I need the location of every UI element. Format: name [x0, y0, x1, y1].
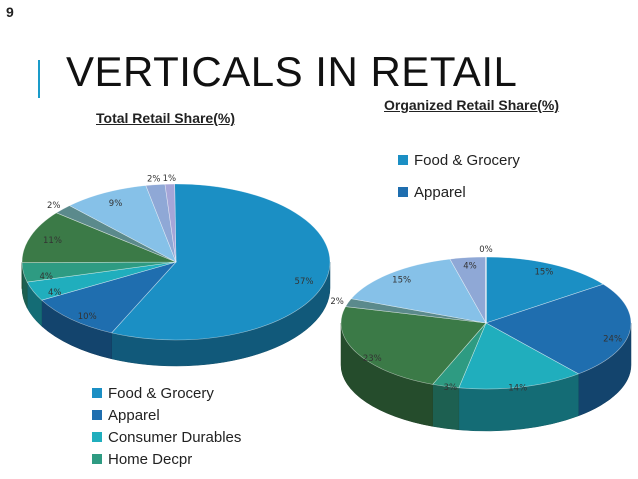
- legend-label: Food & Grocery: [108, 384, 214, 402]
- legend-item: Apparel: [92, 404, 241, 426]
- legend-total: Food & Grocery Apparel Consumer Durables Ho…: [92, 382, 241, 470]
- legend-organized: Food & Grocery Apparel: [398, 144, 520, 208]
- chart-title-organized: Organized Retail Share(%): [384, 97, 560, 113]
- pie-slice: [68, 185, 177, 263]
- legend-label: Apparel: [108, 406, 160, 424]
- data-label: 4%: [48, 288, 62, 298]
- legend-label: Consumer Durables: [108, 428, 242, 446]
- data-label: 2%: [47, 201, 61, 211]
- legend-swatch: [92, 454, 102, 464]
- legend-swatch: [398, 187, 408, 197]
- data-label: 0%: [479, 245, 493, 255]
- data-label: 15%: [534, 267, 553, 277]
- data-label: 2%: [330, 297, 344, 307]
- data-label: 14%: [508, 384, 527, 394]
- legend-item: Consumer Durables: [92, 426, 241, 448]
- pie-slice: [111, 183, 331, 341]
- legend-item: Food & Grocery: [398, 144, 520, 176]
- legend-item: Home Decpr: [92, 448, 241, 470]
- pie-slice: [21, 212, 177, 263]
- legend-swatch: [92, 410, 102, 420]
- pie-slice: [350, 258, 487, 324]
- data-label: 57%: [295, 277, 314, 287]
- legend-item: Food & Grocery: [92, 382, 241, 404]
- legend-swatch: [92, 432, 102, 442]
- pie-slice: [485, 256, 605, 324]
- legend-swatch: [398, 155, 408, 165]
- data-label: 4%: [40, 272, 54, 282]
- pie-slice: [485, 283, 632, 375]
- data-label: 1%: [163, 174, 177, 184]
- pie-slice: [458, 322, 580, 390]
- pie-slice: [41, 261, 177, 334]
- data-label: 9%: [109, 199, 123, 209]
- pie-slice: [164, 183, 177, 263]
- title-accent-bar: [38, 60, 40, 98]
- page-title: VERTICALS IN RETAIL: [66, 48, 518, 95]
- slide-number: 9: [6, 4, 14, 20]
- data-label: 2%: [147, 175, 161, 185]
- legend-item: Apparel: [398, 176, 520, 208]
- pie-chart-organized: 15% 24% 14% 3% 23% 2% 15% 4%0%: [330, 245, 632, 432]
- legend-label: Home Decpr: [108, 450, 193, 468]
- pie-slice: [340, 306, 487, 385]
- legend-swatch: [92, 388, 102, 398]
- data-label: 10%: [78, 312, 97, 322]
- data-label: 4%: [463, 261, 477, 271]
- data-label: 11%: [43, 236, 62, 246]
- data-label: 24%: [603, 335, 622, 345]
- chart-title-total: Total Retail Share(%): [96, 110, 235, 126]
- data-label: 15%: [392, 275, 411, 285]
- pie-chart-total: 57%10%4%4%11%2% 9%2% 1%: [21, 174, 331, 367]
- legend-label: Apparel: [414, 183, 466, 201]
- legend-label: Food & Grocery: [414, 151, 520, 169]
- data-label: 23%: [363, 354, 382, 364]
- data-label: 3%: [444, 383, 458, 393]
